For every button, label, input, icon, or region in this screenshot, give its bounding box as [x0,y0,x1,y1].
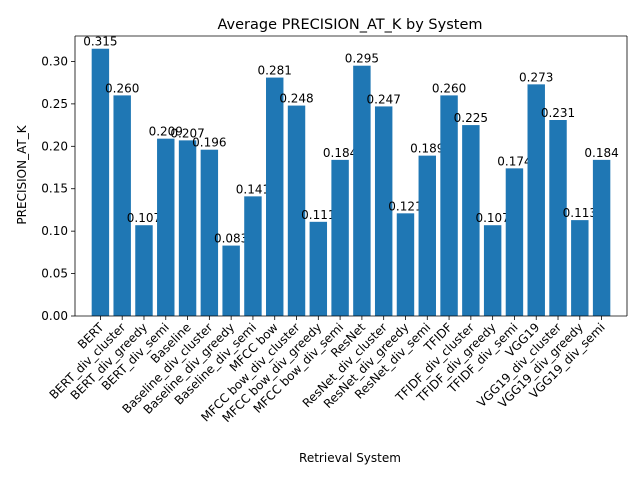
chart-title: Average PRECISION_AT_K by System [217,17,482,33]
bar [571,220,589,316]
y-tick-label: 0.00 [41,309,68,323]
bar-value-label: 0.273 [519,70,553,84]
bar [374,106,393,316]
bar-value-label: 0.184 [323,146,357,160]
x-axis-title: Retrieval System [299,451,401,465]
y-tick-label: 0.10 [41,224,68,238]
y-tick-label: 0.20 [41,139,68,153]
y-axis-title: PRECISION_AT_K [15,124,29,224]
bar [592,159,611,316]
bar-value-label: 0.141 [236,182,270,196]
bar-value-label: 0.111 [301,208,335,222]
bar [266,77,284,316]
y-tick-label: 0.05 [41,267,68,281]
bar-value-label: 0.247 [367,92,401,106]
bar-value-label: 0.209 [149,125,183,139]
bar [135,225,153,316]
bar [157,138,175,316]
bar-value-label: 0.260 [105,81,139,95]
bar-value-label: 0.281 [258,64,292,78]
y-tick-label: 0.30 [41,54,68,68]
bar [462,125,480,316]
bar-value-label: 0.189 [410,142,444,156]
bar-value-label: 0.174 [497,154,531,168]
bar [418,155,436,316]
bar [287,105,306,316]
bar [309,221,328,316]
bar [483,225,502,316]
bar [353,65,371,317]
y-tick-label: 0.25 [41,97,68,111]
bar [222,245,240,316]
bar [113,95,131,316]
bar-value-label: 0.207 [170,126,204,140]
bar-value-label: 0.315 [83,35,117,49]
bar-value-label: 0.113 [563,206,597,220]
bar-value-label: 0.295 [345,52,379,66]
bar [178,140,197,316]
bar-value-label: 0.107 [127,211,161,225]
bar-value-label: 0.225 [454,111,488,125]
bar-value-label: 0.083 [214,232,248,246]
bar-value-label: 0.184 [584,146,618,160]
bar-value-label: 0.248 [279,92,313,106]
bar [244,196,262,316]
bar [549,120,567,316]
bar [331,159,349,316]
bar [440,95,458,316]
bar [505,168,524,316]
bar-value-label: 0.260 [432,81,466,95]
y-tick-label: 0.15 [41,182,68,196]
bar-value-label: 0.196 [192,136,226,150]
bar-value-label: 0.107 [475,211,509,225]
bar [91,48,110,317]
bar-value-label: 0.121 [388,199,422,213]
bar [200,149,219,316]
bar [396,213,415,316]
bar [527,84,545,316]
bar-value-label: 0.231 [541,106,575,120]
